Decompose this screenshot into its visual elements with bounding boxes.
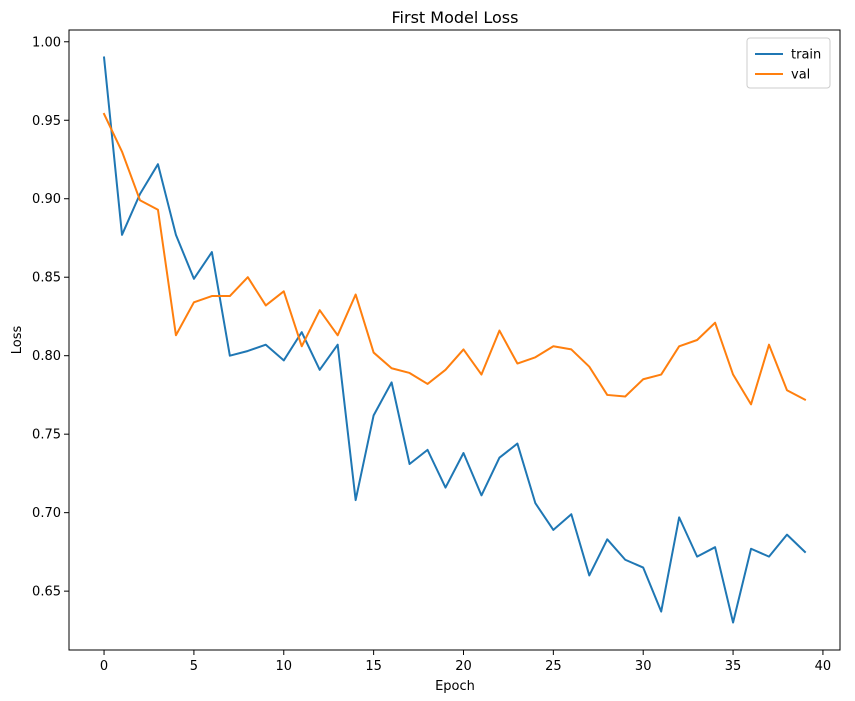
chart-title: First Model Loss bbox=[392, 8, 519, 27]
series-line-train bbox=[102, 56, 807, 624]
x-tick-label: 35 bbox=[725, 659, 742, 674]
y-tick-label: 0.95 bbox=[32, 114, 61, 129]
legend: train val bbox=[746, 37, 831, 89]
y-tick-label: 0.90 bbox=[32, 192, 61, 207]
y-axis-ticks: 0.65 0.70 0.75 0.80 0.85 0.90 0.95 1.00 bbox=[32, 35, 69, 600]
x-tick-label: 15 bbox=[365, 659, 382, 674]
legend-label-train: train bbox=[791, 48, 821, 63]
x-axis-label: Epoch bbox=[435, 679, 475, 694]
y-axis-label: Loss bbox=[10, 326, 25, 355]
x-tick-label: 10 bbox=[275, 659, 292, 674]
y-tick-label: 0.85 bbox=[32, 271, 61, 286]
y-tick-label: 0.70 bbox=[32, 506, 61, 521]
x-tick-label: 25 bbox=[545, 659, 562, 674]
plot-frame bbox=[68, 29, 841, 651]
x-tick-label: 20 bbox=[455, 659, 472, 674]
series-lines bbox=[102, 56, 807, 624]
x-tick-label: 0 bbox=[100, 659, 108, 674]
y-tick-label: 1.00 bbox=[32, 35, 61, 50]
series-line-val bbox=[102, 112, 807, 406]
x-tick-label: 30 bbox=[635, 659, 652, 674]
y-tick-label: 0.75 bbox=[32, 428, 61, 443]
legend-label-val: val bbox=[791, 68, 810, 83]
x-axis-ticks: 0 5 10 15 20 25 30 35 40 bbox=[100, 650, 831, 674]
x-tick-label: 5 bbox=[190, 659, 198, 674]
legend-box bbox=[746, 37, 831, 89]
y-tick-label: 0.80 bbox=[32, 349, 61, 364]
x-tick-label: 40 bbox=[815, 659, 832, 674]
y-tick-label: 0.65 bbox=[32, 585, 61, 600]
